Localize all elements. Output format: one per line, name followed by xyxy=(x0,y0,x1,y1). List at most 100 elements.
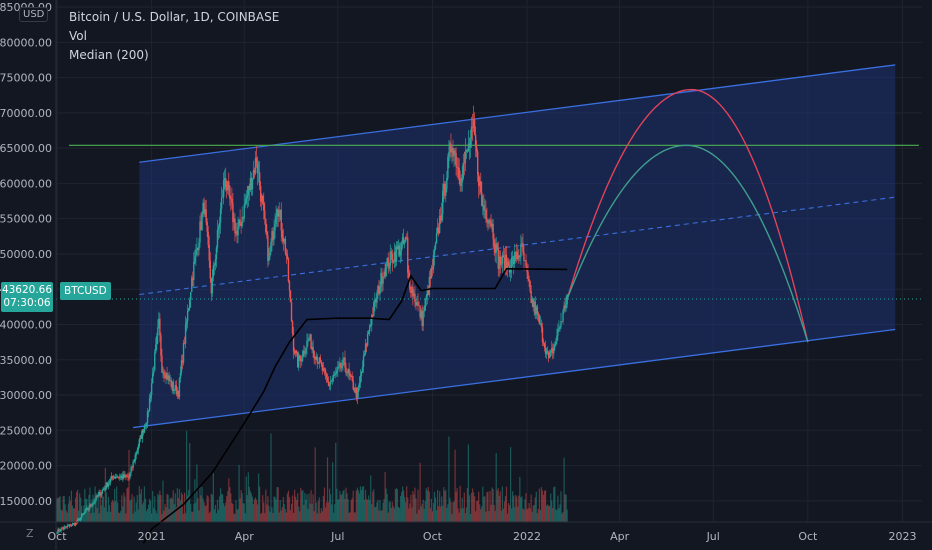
candle-body xyxy=(176,390,179,395)
candle-body xyxy=(323,368,326,370)
candle-body xyxy=(250,177,253,190)
candle-body xyxy=(550,350,552,353)
candle-body xyxy=(230,198,232,200)
volume-bar xyxy=(225,502,227,522)
candle-body xyxy=(257,172,260,174)
candle-body xyxy=(282,237,284,242)
volume-bar xyxy=(349,512,351,522)
volume-bar xyxy=(277,487,279,522)
volume-bar xyxy=(376,502,378,522)
currency-badge[interactable]: USD xyxy=(19,7,49,22)
volume-bar xyxy=(532,505,534,522)
volume-bar xyxy=(76,489,79,522)
volume-bar xyxy=(284,509,286,522)
volume-bar xyxy=(538,488,540,522)
volume-bar xyxy=(111,499,114,522)
candle-body xyxy=(562,310,564,322)
volume-bar xyxy=(391,501,393,522)
volume-bar xyxy=(564,494,566,522)
volume-bar xyxy=(139,493,141,522)
candle-body xyxy=(120,476,122,477)
candle-body xyxy=(490,222,492,227)
volume-bar xyxy=(171,498,173,522)
volume-bar xyxy=(75,492,78,522)
volume-bar xyxy=(312,494,314,522)
candle-body xyxy=(312,346,314,351)
candle-body xyxy=(434,243,437,250)
volume-bar xyxy=(551,500,553,522)
volume-bar xyxy=(371,504,373,522)
volume-bar xyxy=(92,494,94,522)
candle-body xyxy=(104,488,107,490)
volume-bar xyxy=(322,496,325,522)
volume-bar xyxy=(177,498,179,522)
channel-mid-line xyxy=(139,196,896,296)
candle-body xyxy=(377,285,379,294)
candle-body xyxy=(96,495,98,497)
candle-body xyxy=(325,373,328,378)
candle-body xyxy=(515,251,517,253)
candle-body xyxy=(278,210,280,217)
candle-body xyxy=(359,376,362,383)
candle-body xyxy=(62,528,64,530)
candle-body xyxy=(357,387,360,393)
symbol-title[interactable]: Bitcoin / U.S. Dollar, 1D, COINBASE xyxy=(69,10,280,24)
volume-bar xyxy=(416,513,418,522)
volume-bar xyxy=(251,496,254,522)
candle-body xyxy=(131,467,133,469)
candle-body xyxy=(344,357,346,368)
volume-bar xyxy=(512,491,514,522)
volume-bar xyxy=(302,490,304,522)
volume-bar xyxy=(140,489,142,522)
candle-body xyxy=(101,490,103,494)
timezone-icon[interactable]: Z xyxy=(26,527,34,540)
volume-bar xyxy=(99,495,101,522)
candle-body xyxy=(557,328,559,336)
candle-body xyxy=(457,167,459,168)
volume-bar xyxy=(503,501,506,522)
volume-bar xyxy=(395,487,398,522)
y-tick-label: 65000.00 xyxy=(0,142,52,155)
candle-body xyxy=(421,310,423,326)
volume-bar xyxy=(100,505,102,522)
volume-bar xyxy=(243,503,245,522)
volume-bar xyxy=(133,496,135,522)
candle-body xyxy=(317,362,319,364)
candle-body xyxy=(336,370,338,374)
volume-bar xyxy=(397,506,400,522)
volume-bar xyxy=(465,507,467,522)
candle-body xyxy=(314,357,316,360)
volume-bar xyxy=(189,443,191,522)
volume-bar xyxy=(199,486,201,522)
candle-body xyxy=(190,291,192,301)
volume-bar xyxy=(301,491,303,522)
candle-body xyxy=(375,299,377,303)
candle-body xyxy=(303,350,305,355)
volume-bar xyxy=(136,495,138,522)
candle-body xyxy=(189,300,191,309)
candle-body xyxy=(132,461,134,468)
candle-body xyxy=(459,177,461,186)
last-price-value: 43620.66 xyxy=(1,284,53,296)
volume-indicator-label[interactable]: Vol xyxy=(69,29,87,43)
candle-body xyxy=(82,514,84,515)
volume-bar xyxy=(387,512,389,522)
volume-bar xyxy=(410,494,412,522)
volume-bar xyxy=(295,496,297,522)
volume-bar xyxy=(178,488,181,522)
volume-bar xyxy=(438,506,440,522)
volume-bar xyxy=(504,495,507,522)
volume-bar xyxy=(464,513,466,522)
candle-body xyxy=(93,501,95,504)
volume-bar xyxy=(433,491,436,522)
symbol-tag: BTCUSD xyxy=(60,282,111,300)
volume-bar xyxy=(98,513,100,522)
volume-bar xyxy=(294,489,296,522)
volume-bar xyxy=(144,498,147,522)
candle-body xyxy=(136,450,138,454)
candle-body xyxy=(522,243,524,253)
median-indicator-label[interactable]: Median (200) xyxy=(69,48,149,62)
candle-body xyxy=(533,301,535,308)
candle-body xyxy=(261,195,263,202)
